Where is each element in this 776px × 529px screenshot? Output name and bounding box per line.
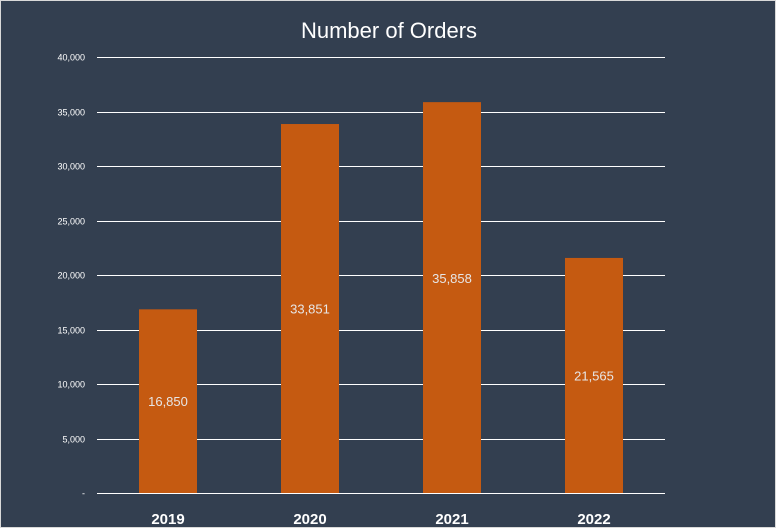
x-tick-label: 2020 [293, 511, 326, 527]
y-tick-label: 20,000 [57, 271, 85, 281]
data-labels: 16,850 33,851 35,858 21,565 [148, 271, 614, 409]
y-tick-label: 10,000 [57, 380, 85, 390]
bar [139, 309, 197, 493]
y-tick-label: - [82, 489, 85, 499]
chart-title: Number of Orders [301, 18, 477, 43]
data-label: 16,850 [148, 394, 188, 409]
data-label: 35,858 [432, 271, 472, 286]
y-axis-ticks: - 5,000 10,000 15,000 20,000 25,000 30,000 35,0… [57, 53, 85, 499]
y-tick-label: 40,000 [57, 53, 85, 63]
x-tick-label: 2021 [435, 511, 468, 527]
bars [139, 102, 623, 493]
x-axis-ticks: 2019 2020 2021 2022 [151, 511, 610, 527]
x-tick-label: 2022 [577, 511, 610, 527]
bar [281, 124, 339, 493]
y-tick-label: 30,000 [57, 162, 85, 172]
x-tick-label: 2019 [151, 511, 184, 527]
y-tick-label: 5,000 [62, 435, 85, 445]
bar [565, 257, 623, 493]
data-label: 21,565 [574, 368, 614, 383]
y-tick-label: 25,000 [57, 217, 85, 227]
bar [423, 102, 481, 493]
y-tick-label: 35,000 [57, 108, 85, 118]
data-label: 33,851 [290, 302, 330, 317]
y-tick-label: 15,000 [57, 326, 85, 336]
